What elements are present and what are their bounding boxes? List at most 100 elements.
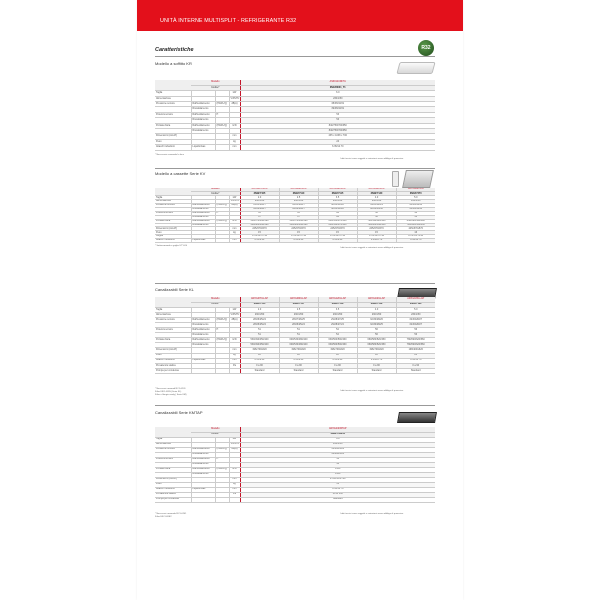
row-condition bbox=[214, 96, 229, 103]
row-sublabel: Raffreddamento bbox=[190, 123, 215, 130]
cell-value: 700/590/520/440 bbox=[356, 219, 396, 224]
table-row: Peso kg 15 15 15 15 16 bbox=[155, 230, 435, 236]
cell-value: 245x570x570 bbox=[395, 226, 435, 232]
row-unit: dB(A) bbox=[228, 101, 240, 108]
table-header-row: Codice* 3NGF8001_T1 bbox=[155, 85, 435, 92]
row-condition bbox=[214, 368, 229, 374]
row-sublabel: Liquido/Gas bbox=[190, 487, 215, 493]
row-unit: mm bbox=[228, 133, 240, 140]
row-unit: m³/h bbox=[228, 219, 240, 224]
table-row: Dimensioni (AxLxP) mm 198x700x620 198x700x6… bbox=[155, 347, 435, 354]
cell-value: 15 bbox=[278, 230, 318, 236]
row-unit: mm bbox=[228, 144, 240, 151]
cell-value: 230/1/50 bbox=[356, 312, 396, 318]
row-label: Peso bbox=[155, 139, 191, 146]
header-blank bbox=[155, 297, 191, 308]
row-unit: kW bbox=[228, 437, 240, 443]
cell-value: 5.0 bbox=[395, 307, 435, 313]
cell-value: 40/36/34/30 bbox=[356, 207, 396, 212]
cell-value: 720/600/530/450 bbox=[395, 223, 435, 228]
cell-value: 58 bbox=[395, 211, 435, 216]
row-condition bbox=[214, 117, 229, 124]
model-label: Modello bbox=[191, 427, 240, 433]
cell-value: 230/1/50 bbox=[395, 199, 435, 205]
cell-value: 230/1/50 bbox=[395, 312, 435, 318]
cell-value: 630/560/500/460 bbox=[317, 337, 357, 344]
row-condition bbox=[214, 347, 229, 354]
row-label: Pompa per condensa bbox=[155, 368, 191, 374]
table-row: Prevalenza statica Pa 0 a 90 0 a 90 0 a 90 0 … bbox=[155, 363, 435, 369]
row-label: Pressione sonora bbox=[155, 101, 191, 108]
row-condition: H bbox=[214, 457, 229, 463]
row-sublabel bbox=[190, 363, 215, 369]
cell-value: 198x700x620 bbox=[356, 347, 396, 354]
row-condition: (H/M/L/Q) bbox=[214, 447, 229, 453]
row-condition: (H/M/L/Q) bbox=[214, 101, 229, 108]
row-condition bbox=[214, 492, 229, 498]
model-name: ARXG24KMTAP bbox=[239, 427, 435, 433]
row-unit bbox=[228, 207, 240, 212]
row-condition bbox=[214, 199, 229, 205]
row-condition bbox=[214, 223, 229, 228]
table-header-row: Codice* 3NGF7062J4 bbox=[155, 432, 435, 438]
row-condition: (H/M/L/Q) bbox=[214, 219, 229, 224]
row-unit bbox=[228, 472, 240, 478]
model-name: ARXG14KLLAP bbox=[356, 297, 396, 303]
row-label: Taglia bbox=[155, 195, 191, 201]
row-unit: mm bbox=[228, 487, 240, 493]
table-row: Riscaldamento 840/750/700/650 bbox=[155, 128, 435, 135]
cell-value: 28/26/25/24 bbox=[278, 322, 318, 329]
row-unit: mm bbox=[228, 238, 240, 243]
cell-value: 270x1135x700 bbox=[239, 477, 435, 483]
table-header-row: Modello AS6012UDFTA bbox=[155, 80, 435, 92]
row-unit: m³/h bbox=[228, 337, 240, 344]
cell-value: 53 bbox=[239, 112, 435, 119]
table-row: Attacchi tubazioni Liquido/Gas mm 6.35/9.52… bbox=[155, 238, 435, 243]
cell-value: 198x700x620 bbox=[239, 347, 279, 354]
row-label: Alimentazione bbox=[155, 312, 191, 318]
cell-value: 5.0 bbox=[395, 195, 435, 201]
table-row: Alimentazione V/Ph/Hz 230/1/50 230/1/50 230/… bbox=[155, 199, 435, 205]
row-label bbox=[155, 106, 191, 113]
cell-value: 51 bbox=[239, 332, 279, 339]
row-label bbox=[155, 128, 191, 135]
model-code: 3NGF7118 bbox=[317, 302, 357, 308]
row-condition bbox=[214, 363, 229, 369]
table-row: Pompa per condensa Standard Standard Standa… bbox=[155, 368, 435, 374]
model-code: 3NGF7105 bbox=[239, 191, 279, 197]
cell-value: Standard bbox=[278, 368, 318, 374]
cell-value: 245x570x570 bbox=[239, 226, 279, 232]
table-row: Portata d'aria Raffreddamento (H/M/L/Q) m³/… bbox=[155, 219, 435, 224]
row-label bbox=[155, 342, 191, 349]
cell-value: 50 bbox=[356, 211, 396, 216]
model-name: AUHG14KVLA bbox=[356, 188, 396, 193]
row-label: Peso bbox=[155, 230, 191, 236]
section-title: Canalizzabili Serie KL bbox=[155, 287, 194, 292]
header-blank bbox=[155, 188, 191, 197]
row-condition: H bbox=[214, 211, 229, 216]
row-sublabel: Raffreddamento bbox=[190, 101, 215, 108]
row-condition bbox=[214, 90, 229, 97]
cell-value: 45 bbox=[239, 211, 279, 216]
row-unit: mm bbox=[228, 347, 240, 354]
cell-value: 6.35/9.52 bbox=[317, 358, 357, 364]
table-row: Taglia kW 2.0 2.5 3.5 4.0 5.0 bbox=[155, 195, 435, 201]
row-unit bbox=[228, 117, 240, 124]
model-name: AUHG07KVLA bbox=[239, 188, 279, 193]
table-row: Prevalenza statica Pa 30 to 150 bbox=[155, 492, 435, 498]
model-code: 3NGF7114 bbox=[239, 302, 279, 308]
cell-value: 6.35/12.70 bbox=[395, 238, 435, 243]
row-sublabel bbox=[190, 139, 215, 146]
cell-value: 18 bbox=[317, 353, 357, 359]
cell-value: 6.35/9.52 bbox=[317, 238, 357, 243]
row-sublabel bbox=[190, 133, 215, 140]
row-condition bbox=[214, 342, 229, 349]
row-label: Alimentazione bbox=[155, 199, 191, 205]
cell-value: 56 bbox=[356, 327, 396, 334]
cell-value: 6.0 bbox=[239, 90, 435, 97]
cell-value: 630/560/500/460 bbox=[317, 342, 357, 349]
row-sublabel bbox=[190, 195, 215, 201]
row-label: Dimensioni (AxLxP) bbox=[155, 477, 191, 483]
cell-value: 830/690/590/480 bbox=[395, 219, 435, 224]
model-label: Modello bbox=[191, 80, 240, 86]
